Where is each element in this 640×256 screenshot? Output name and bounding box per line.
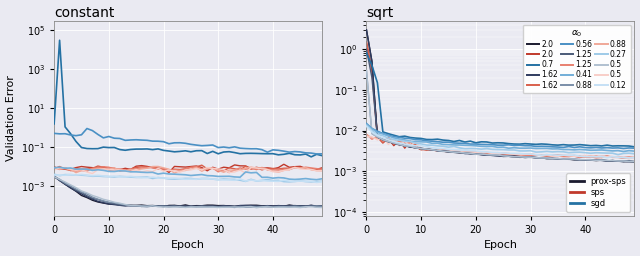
Text: constant: constant — [54, 6, 115, 19]
Text: sqrt: sqrt — [367, 6, 394, 19]
Y-axis label: Validation Error: Validation Error — [6, 75, 15, 161]
X-axis label: Epoch: Epoch — [171, 240, 205, 250]
X-axis label: Epoch: Epoch — [483, 240, 518, 250]
Legend: prox-sps, sps, sgd: prox-sps, sps, sgd — [566, 173, 630, 212]
